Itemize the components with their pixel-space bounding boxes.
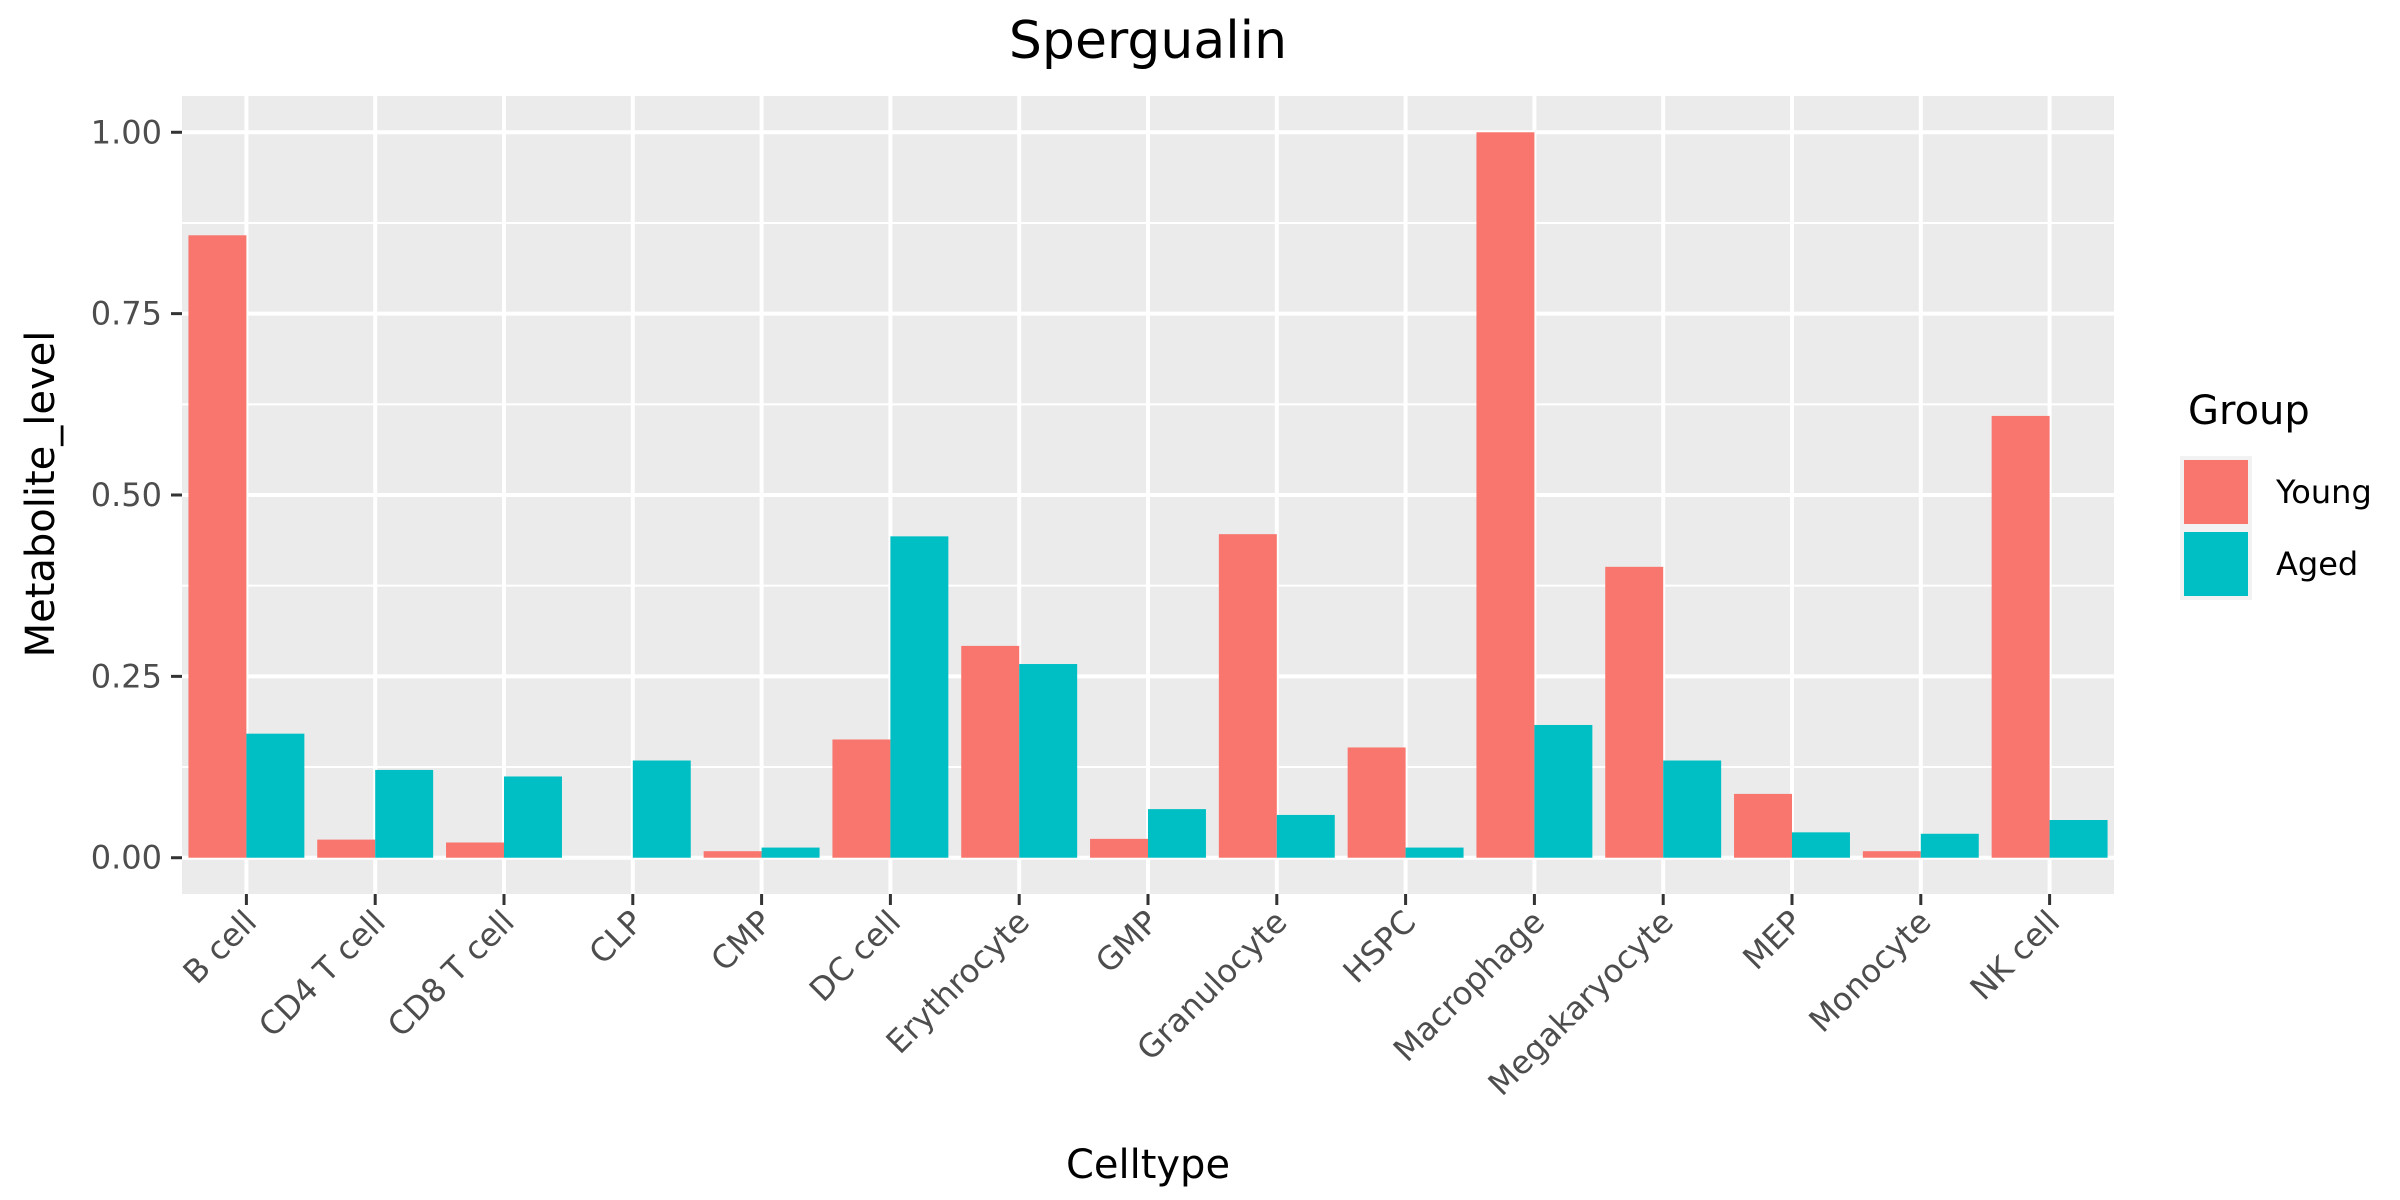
legend-title: Group bbox=[2188, 388, 2310, 434]
bar-aged-dc-cell bbox=[890, 536, 949, 858]
bar-young-cd4-t-cell bbox=[317, 839, 376, 858]
bar-young-monocyte bbox=[1862, 851, 1921, 858]
bar-aged-granulocyte bbox=[1276, 814, 1335, 858]
bar-aged-mep bbox=[1792, 832, 1850, 858]
bar-young-nk-cell bbox=[1991, 415, 2050, 858]
bar-young-hspc bbox=[1347, 747, 1406, 858]
bar-young-b-cell bbox=[188, 235, 247, 858]
y-axis-title: Metabolite_level bbox=[18, 331, 64, 658]
bar-young-gmp bbox=[1090, 838, 1148, 858]
x-tick-label: MEP bbox=[1735, 903, 1809, 977]
y-tick-label: 0.25 bbox=[91, 657, 162, 695]
x-tick-label: CD4 T cell bbox=[251, 903, 393, 1045]
x-tick-label: GMP bbox=[1088, 903, 1166, 981]
bar-aged-hspc bbox=[1405, 847, 1464, 858]
bar-aged-gmp bbox=[1148, 809, 1206, 858]
bar-aged-clp bbox=[632, 760, 691, 858]
bar-aged-erythrocyte bbox=[1019, 664, 1078, 858]
x-tick-label: CD8 T cell bbox=[380, 903, 522, 1045]
x-tick-label: CLP bbox=[582, 903, 651, 972]
bar-aged-monocyte bbox=[1920, 833, 1979, 858]
bar-young-dc-cell bbox=[832, 739, 891, 858]
chart-title: Spergualin bbox=[1009, 11, 1287, 71]
bar-young-cmp bbox=[703, 851, 762, 858]
plot-panel bbox=[182, 96, 2114, 894]
bar-young-mep bbox=[1734, 793, 1792, 858]
bar-aged-b-cell bbox=[246, 733, 305, 858]
bar-young-cd8-t-cell bbox=[446, 842, 504, 858]
bar-young-erythrocyte bbox=[961, 645, 1020, 858]
legend-label-young: Young bbox=[2275, 473, 2372, 511]
bar-young-megakaryocyte bbox=[1605, 566, 1664, 858]
x-tick-label: CMP bbox=[703, 903, 779, 979]
legend-label-aged: Aged bbox=[2276, 545, 2358, 583]
y-axis: 0.00 0.25 0.50 0.75 1.00 bbox=[91, 113, 182, 877]
x-tick-label: DC cell bbox=[802, 903, 908, 1009]
bar-aged-megakaryocyte bbox=[1663, 760, 1722, 858]
bar-aged-cmp bbox=[761, 847, 820, 858]
bar-young-macrophage bbox=[1476, 132, 1535, 858]
legend: Group Young Aged bbox=[2180, 388, 2372, 600]
x-tick-label: NK cell bbox=[1962, 903, 2067, 1008]
bar-aged-nk-cell bbox=[2049, 820, 2108, 858]
x-axis-title: Celltype bbox=[1066, 1142, 1230, 1188]
legend-key-young bbox=[2184, 460, 2248, 524]
legend-key-aged bbox=[2184, 532, 2248, 596]
y-tick-label: 0.50 bbox=[91, 476, 162, 514]
bar-young-granulocyte bbox=[1218, 534, 1277, 858]
bar-aged-cd4-t-cell bbox=[375, 769, 434, 858]
y-tick-label: 0.00 bbox=[91, 839, 162, 877]
y-tick-label: 0.75 bbox=[91, 295, 162, 333]
bar-aged-cd8-t-cell bbox=[504, 776, 562, 858]
y-tick-label: 1.00 bbox=[91, 113, 162, 151]
x-tick-label: HSPC bbox=[1336, 903, 1424, 991]
x-tick-label: B cell bbox=[176, 903, 265, 992]
bar-aged-macrophage bbox=[1534, 724, 1593, 858]
x-tick-label: Monocyte bbox=[1801, 903, 1938, 1040]
